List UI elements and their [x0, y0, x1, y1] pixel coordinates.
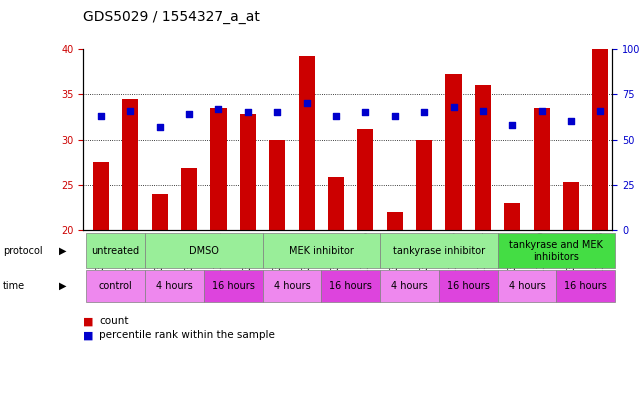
Text: 16 hours: 16 hours: [329, 281, 372, 291]
Point: [595, 107, 606, 114]
Text: 4 hours: 4 hours: [391, 281, 428, 291]
Point: [537, 107, 547, 114]
Bar: [328, 178, 344, 230]
Bar: [533, 108, 550, 230]
Text: DMSO: DMSO: [189, 246, 219, 256]
Point: [154, 124, 165, 130]
Text: protocol: protocol: [3, 246, 43, 256]
Bar: [387, 212, 403, 230]
Bar: [475, 85, 491, 230]
Point: [478, 107, 488, 114]
Bar: [357, 129, 374, 230]
Point: [184, 111, 194, 118]
Bar: [181, 169, 197, 230]
Text: 4 hours: 4 hours: [156, 281, 193, 291]
Point: [96, 113, 106, 119]
Bar: [504, 203, 520, 230]
Point: [331, 113, 341, 119]
Bar: [416, 140, 432, 230]
Text: time: time: [3, 281, 26, 291]
Point: [272, 109, 282, 116]
Text: GDS5029 / 1554327_a_at: GDS5029 / 1554327_a_at: [83, 10, 260, 24]
Bar: [210, 108, 226, 230]
Bar: [299, 56, 315, 230]
Point: [566, 118, 576, 125]
Point: [125, 107, 135, 114]
Text: 16 hours: 16 hours: [212, 281, 254, 291]
Bar: [93, 162, 109, 230]
Text: ■: ■: [83, 316, 94, 327]
Text: 4 hours: 4 hours: [508, 281, 545, 291]
Bar: [240, 114, 256, 230]
Bar: [152, 194, 168, 230]
Text: ■: ■: [83, 330, 94, 340]
Bar: [563, 182, 579, 230]
Text: control: control: [99, 281, 133, 291]
Point: [448, 104, 458, 110]
Bar: [122, 99, 138, 230]
Bar: [269, 140, 285, 230]
Text: tankyrase and MEK
inhibitors: tankyrase and MEK inhibitors: [510, 240, 603, 261]
Bar: [445, 74, 462, 230]
Bar: [592, 49, 608, 230]
Point: [360, 109, 370, 116]
Text: count: count: [99, 316, 129, 327]
Text: untreated: untreated: [92, 246, 140, 256]
Text: 4 hours: 4 hours: [274, 281, 310, 291]
Text: ▶: ▶: [59, 281, 67, 291]
Point: [243, 109, 253, 116]
Point: [390, 113, 400, 119]
Text: percentile rank within the sample: percentile rank within the sample: [99, 330, 275, 340]
Point: [507, 122, 517, 128]
Point: [301, 100, 312, 107]
Text: 16 hours: 16 hours: [447, 281, 490, 291]
Text: tankyrase inhibitor: tankyrase inhibitor: [393, 246, 485, 256]
Point: [419, 109, 429, 116]
Text: ▶: ▶: [59, 246, 67, 256]
Text: MEK inhibitor: MEK inhibitor: [289, 246, 354, 256]
Point: [213, 106, 224, 112]
Text: 16 hours: 16 hours: [564, 281, 607, 291]
